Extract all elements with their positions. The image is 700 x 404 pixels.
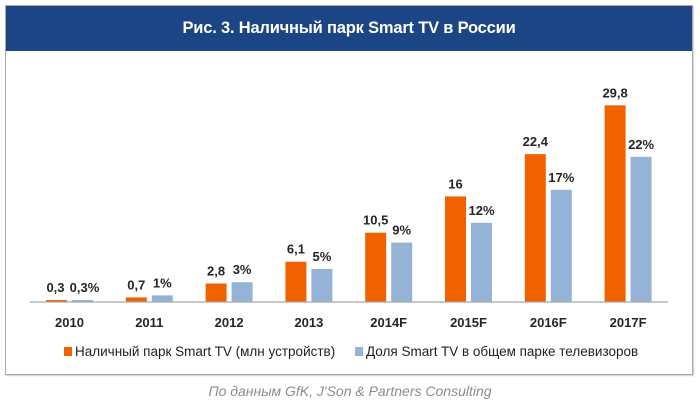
- data-label-share-2012: 3%: [233, 262, 252, 277]
- data-label-share-2014f: 9%: [392, 223, 411, 238]
- bar-share-2013: [311, 269, 333, 302]
- bar-devices-2011: [125, 297, 147, 302]
- category-label-2010: 2010: [55, 315, 84, 330]
- data-label-devices-2013: 6,1: [287, 242, 305, 257]
- data-label-share-2016f: 17%: [548, 170, 574, 185]
- legend: Наличный парк Smart TV (млн устройств) Д…: [64, 344, 638, 359]
- data-label-devices-2010: 0,3: [46, 280, 64, 295]
- chart-title: Рис. 3. Наличный парк Smart TV в России: [6, 6, 692, 51]
- bar-share-2017f: [630, 156, 652, 302]
- category-labels-group: 2010 2011 2012 2013 2014F 2015F 2016F 2017F: [55, 315, 647, 330]
- data-label-devices-2014f: 10,5: [363, 213, 388, 228]
- bar-chart: 0,3 0,3% 0,7 1% 2,8 3% 6,1 5% 10,5 9% 16 12% 22,4 17%…: [30, 85, 668, 359]
- data-label-devices-2011: 0,7: [127, 277, 145, 292]
- category-label-2017f: 2017F: [610, 315, 647, 330]
- legend-label-share: Доля Smart TV в общем парке телевизоров: [366, 344, 638, 359]
- category-label-2015f: 2015F: [450, 315, 487, 330]
- bars-group: [46, 105, 652, 302]
- data-labels-group: 0,3 0,3% 0,7 1% 2,8 3% 6,1 5% 10,5 9% 16 12% 22,4 17%…: [46, 85, 654, 295]
- data-label-devices-2016f: 22,4: [523, 134, 549, 149]
- data-label-share-2010: 0,3%: [70, 280, 100, 295]
- source-caption: По данным GfK, J'Son & Partners Consulti…: [208, 383, 492, 399]
- data-label-devices-2017f: 29,8: [602, 85, 627, 100]
- category-label-2012: 2012: [215, 315, 244, 330]
- data-label-share-2017f: 22%: [628, 137, 654, 152]
- data-label-share-2015f: 12%: [468, 203, 494, 218]
- bar-devices-2015f: [445, 196, 466, 302]
- legend-item-share: Доля Smart TV в общем парке телевизоров: [355, 344, 638, 359]
- data-label-devices-2015f: 16: [448, 176, 462, 191]
- bar-share-2015f: [471, 222, 492, 302]
- legend-swatch-share: [355, 347, 363, 356]
- chart-frame: Рис. 3. Наличный парк Smart TV в России: [5, 5, 693, 375]
- bar-devices-2012: [205, 283, 227, 302]
- bar-devices-2013: [285, 261, 307, 302]
- legend-label-devices: Наличный парк Smart TV (млн устройств): [75, 344, 335, 359]
- category-label-2013: 2013: [294, 315, 323, 330]
- data-label-share-2013: 5%: [313, 249, 332, 264]
- category-label-2016f: 2016F: [530, 315, 567, 330]
- bar-share-2011: [151, 295, 173, 302]
- data-label-devices-2012: 2,8: [207, 264, 225, 279]
- legend-item-devices: Наличный парк Smart TV (млн устройств): [64, 344, 335, 359]
- bar-share-2010: [72, 300, 93, 302]
- bar-devices-2017f: [604, 105, 626, 302]
- bar-devices-2014f: [365, 232, 387, 302]
- category-label-2014f: 2014F: [370, 315, 407, 330]
- legend-swatch-devices: [64, 347, 72, 356]
- bar-devices-2016f: [524, 154, 546, 302]
- bar-share-2012: [231, 282, 253, 302]
- bar-devices-2010: [46, 300, 67, 302]
- category-label-2011: 2011: [135, 315, 163, 330]
- data-label-share-2011: 1%: [153, 275, 172, 290]
- bar-share-2016f: [550, 189, 572, 302]
- bar-share-2014f: [391, 242, 413, 302]
